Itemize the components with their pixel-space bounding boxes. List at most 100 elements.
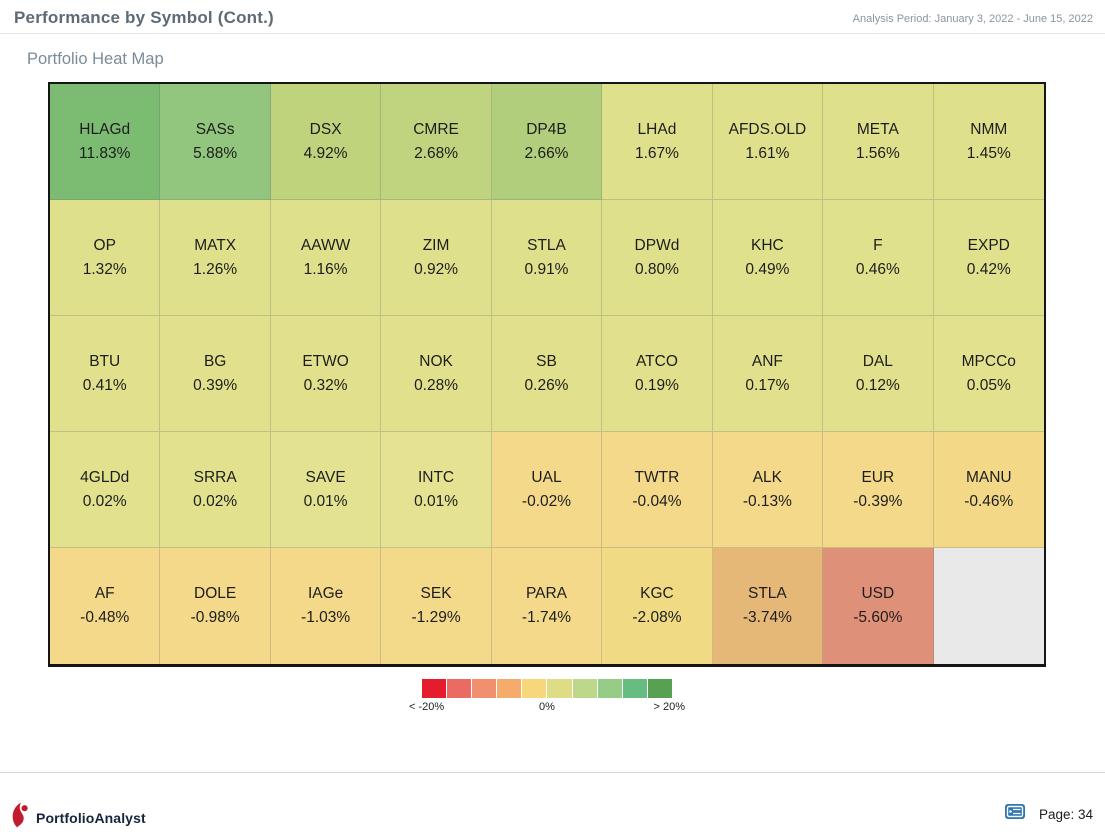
cell-symbol: OP bbox=[93, 236, 116, 254]
cell-return-value: -0.04% bbox=[632, 492, 682, 510]
cell-symbol: ALK bbox=[752, 468, 783, 486]
cell-return-value: 0.39% bbox=[193, 376, 238, 394]
cell-symbol: ETWO bbox=[302, 352, 349, 370]
cell-return-value: 0.46% bbox=[855, 260, 900, 278]
heatmap-cell-EXPD: EXPD 0.42% bbox=[933, 200, 1044, 316]
brand-name: PortfolioAnalyst bbox=[36, 809, 146, 826]
cell-return-value: 1.67% bbox=[634, 144, 679, 162]
cell-symbol: KHC bbox=[751, 236, 784, 254]
legend-swatch bbox=[572, 679, 597, 698]
heatmap-cell-INTC: INTC 0.01% bbox=[381, 432, 492, 548]
cell-return-value: 4.92% bbox=[303, 144, 348, 162]
cell-symbol: DAL bbox=[862, 352, 893, 370]
heatmap-cell-IAGe: IAGe -1.03% bbox=[270, 548, 382, 664]
cell-return-value: 0.92% bbox=[414, 260, 459, 278]
cell-symbol: LHAd bbox=[637, 120, 677, 138]
cell-return-value: 0.91% bbox=[524, 260, 569, 278]
heatmap-cell-MPCCo: MPCCo 0.05% bbox=[933, 316, 1044, 432]
cell-symbol: INTC bbox=[417, 468, 455, 486]
heatmap-cell-STLA: STLA -3.74% bbox=[712, 548, 824, 664]
cell-return-value: -1.74% bbox=[521, 609, 572, 626]
heatmap-cell-BTU: BTU 0.41% bbox=[50, 316, 161, 432]
cell-symbol: AFDS.OLD bbox=[728, 120, 807, 138]
heatmap-cell-ALK: ALK -0.13% bbox=[712, 432, 824, 548]
cell-return-value: -2.08% bbox=[632, 609, 682, 626]
cell-return-value: -0.48% bbox=[80, 609, 130, 626]
heatmap-cell-SRRA: SRRA 0.02% bbox=[160, 432, 271, 548]
heatmap-cell-MATX: MATX 1.26% bbox=[160, 200, 271, 316]
heatmap-cell-EUR: EUR -0.39% bbox=[823, 432, 934, 548]
legend-swatch bbox=[447, 679, 472, 698]
heatmap-legend: < -20% 0% > 20% bbox=[409, 679, 685, 715]
cell-symbol: DPWd bbox=[634, 236, 680, 254]
cell-return-value: 1.61% bbox=[745, 144, 790, 162]
cell-symbol: STLA bbox=[527, 236, 566, 254]
cell-symbol: EXPD bbox=[967, 236, 1010, 254]
cell-symbol: USD bbox=[861, 585, 895, 602]
legend-swatch bbox=[497, 679, 522, 698]
heatmap-cell-ZIM: ZIM 0.92% bbox=[381, 200, 492, 316]
page-header: Performance by Symbol (Cont.) Analysis P… bbox=[0, 0, 1105, 34]
cell-symbol: CMRE bbox=[413, 120, 459, 138]
cell-symbol: UAL bbox=[531, 468, 562, 486]
heatmap-cell-AAWW: AAWW 1.16% bbox=[270, 200, 382, 316]
heatmap-cell-MANU: MANU -0.46% bbox=[933, 432, 1044, 548]
cell-symbol: F bbox=[873, 236, 883, 254]
heatmap-cell-TWTR: TWTR -0.04% bbox=[602, 432, 713, 548]
cell-symbol: DP4B bbox=[526, 120, 567, 138]
cell-return-value: -3.74% bbox=[742, 609, 792, 626]
legend-color-bar bbox=[422, 679, 672, 698]
heatmap-cell-SEK: SEK -1.29% bbox=[381, 548, 492, 664]
cell-return-value: -0.98% bbox=[190, 609, 240, 626]
cell-symbol: AF bbox=[94, 585, 115, 602]
heatmap-cell-4GLDd: 4GLDd 0.02% bbox=[50, 432, 161, 548]
cell-return-value: 0.80% bbox=[634, 260, 679, 278]
heatmap-cell-SASs: SASs 5.88% bbox=[160, 84, 271, 200]
heatmap-cell-ANF: ANF 0.17% bbox=[712, 316, 824, 432]
cell-return-value: 0.02% bbox=[82, 492, 127, 510]
footer-divider bbox=[0, 772, 1105, 773]
cell-return-value: 0.26% bbox=[524, 376, 569, 394]
cell-symbol: 4GLDd bbox=[80, 468, 130, 486]
cell-symbol: ZIM bbox=[422, 236, 450, 254]
legend-swatch bbox=[422, 679, 447, 698]
heatmap-cell-PARA: PARA -1.74% bbox=[491, 548, 603, 664]
heatmap-cell-STLA: STLA 0.91% bbox=[491, 200, 603, 316]
cell-return-value: -1.03% bbox=[301, 609, 351, 626]
legend-swatch bbox=[622, 679, 647, 698]
legend-mid-label: 0% bbox=[539, 701, 555, 713]
cell-symbol: HLAGd bbox=[79, 120, 131, 138]
cell-return-value: 2.68% bbox=[414, 144, 459, 162]
cell-symbol: NMM bbox=[970, 120, 1008, 138]
heatmap-cell-DAL: DAL 0.12% bbox=[823, 316, 934, 432]
heatmap-grid: HLAGd 11.83% SASs 5.88% DSX 4.92% CMRE 2.68% DP4… bbox=[50, 84, 1044, 664]
cell-symbol: SASs bbox=[195, 120, 235, 138]
cell-symbol: SAVE bbox=[305, 468, 346, 486]
heatmap-cell-LHAd: LHAd 1.67% bbox=[602, 84, 713, 200]
legend-labels: < -20% 0% > 20% bbox=[409, 701, 685, 715]
heatmap-cell-NMM: NMM 1.45% bbox=[933, 84, 1044, 200]
heatmap-cell-empty bbox=[933, 548, 1044, 664]
cell-return-value: 1.56% bbox=[855, 144, 900, 162]
cell-symbol: EUR bbox=[861, 468, 895, 486]
cell-symbol: BG bbox=[203, 352, 227, 370]
cell-symbol: META bbox=[856, 120, 899, 138]
section-title: Portfolio Heat Map bbox=[27, 50, 164, 68]
heatmap-cell-SAVE: SAVE 0.01% bbox=[270, 432, 382, 548]
heatmap-cell-NOK: NOK 0.28% bbox=[381, 316, 492, 432]
heatmap-cell-DSX: DSX 4.92% bbox=[270, 84, 382, 200]
cell-return-value: -1.29% bbox=[411, 609, 461, 626]
heatmap-cell-DPWd: DPWd 0.80% bbox=[602, 200, 713, 316]
heatmap-cell-ETWO: ETWO 0.32% bbox=[270, 316, 382, 432]
cell-symbol: PARA bbox=[525, 585, 568, 602]
cell-return-value: 0.19% bbox=[634, 376, 679, 394]
cell-return-value: 0.17% bbox=[745, 376, 790, 394]
cell-symbol: MANU bbox=[965, 468, 1012, 486]
legend-swatch bbox=[522, 679, 547, 698]
cell-return-value: -0.39% bbox=[853, 492, 903, 510]
heatmap-cell-META: META 1.56% bbox=[823, 84, 934, 200]
cell-symbol: SB bbox=[536, 352, 557, 370]
heatmap-cell-USD: USD -5.60% bbox=[823, 548, 934, 664]
cell-symbol: SRRA bbox=[193, 468, 237, 486]
legend-swatch bbox=[547, 679, 572, 698]
